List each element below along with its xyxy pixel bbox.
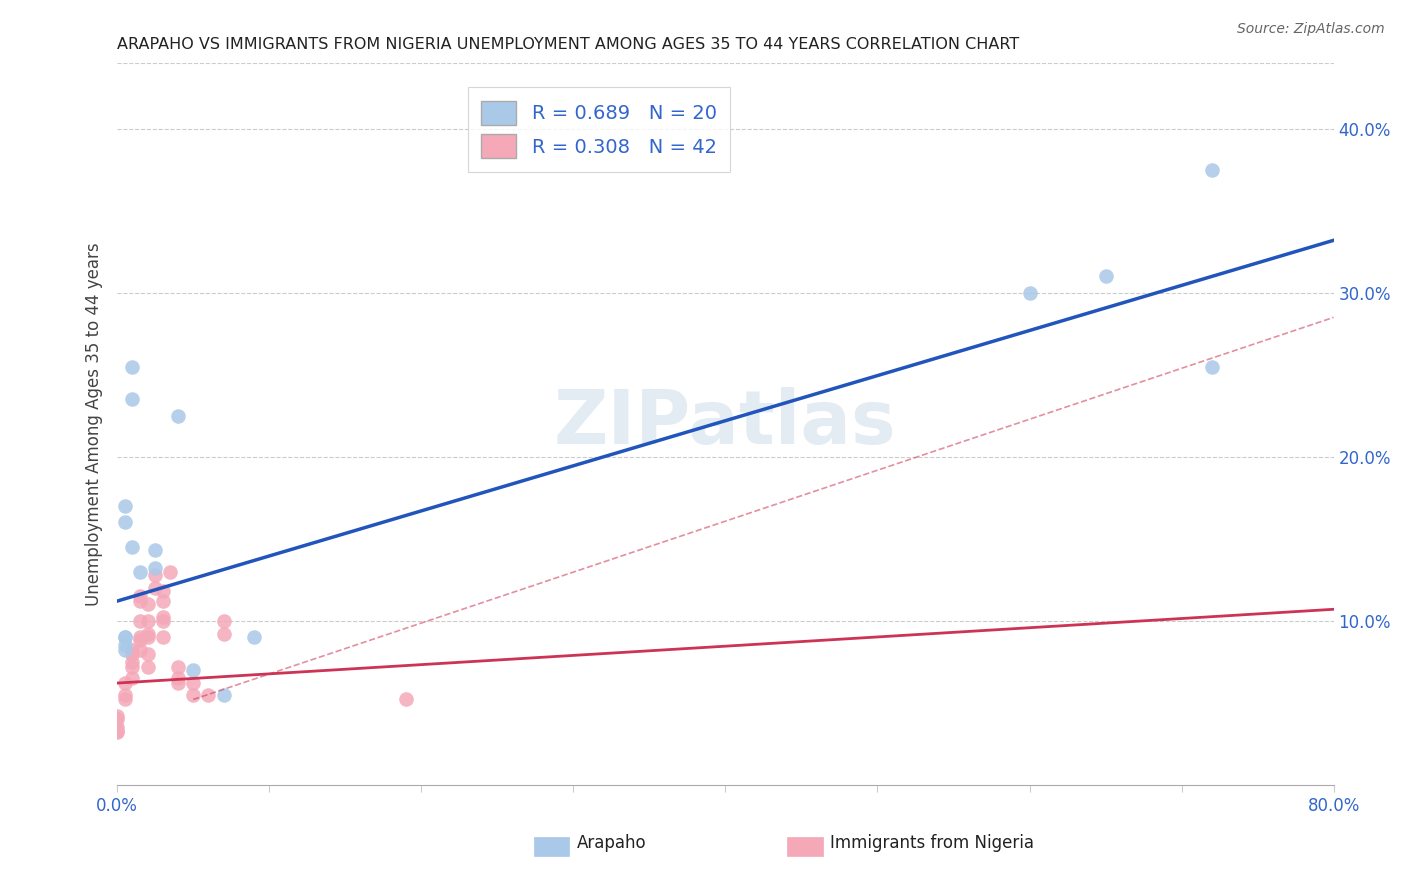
Point [121,643,143,657]
Point [121,655,143,669]
Point [152,630,174,644]
Point [121,359,143,374]
Point [395,692,418,706]
Point [1201,359,1223,374]
Legend: R = 0.689   N = 20, R = 0.308   N = 42: R = 0.689 N = 20, R = 0.308 N = 42 [468,87,730,172]
Point [197,688,219,702]
Point [152,594,174,608]
Point [121,671,143,685]
Point [136,598,159,612]
Point [121,392,143,407]
Point [121,540,143,554]
Point [143,567,166,582]
Text: Source: ZipAtlas.com: Source: ZipAtlas.com [1237,22,1385,37]
Point [143,581,166,595]
Point [212,688,235,702]
Text: ZIPatlas: ZIPatlas [554,387,897,460]
Point [152,614,174,628]
Point [105,712,128,726]
Point [114,630,136,644]
Point [114,643,136,657]
Text: Immigrants from Nigeria: Immigrants from Nigeria [830,834,1033,852]
Point [1018,285,1040,300]
Point [121,647,143,661]
Point [143,561,166,575]
Point [105,709,128,723]
Point [114,688,136,702]
Point [129,594,152,608]
Point [243,630,266,644]
Point [136,647,159,661]
Point [181,688,204,702]
Point [114,630,136,644]
Point [167,409,190,423]
Point [129,630,152,644]
Y-axis label: Unemployment Among Ages 35 to 44 years: Unemployment Among Ages 35 to 44 years [86,242,103,606]
Point [167,671,190,685]
Point [1094,269,1116,284]
Point [181,663,204,677]
Point [105,725,128,739]
Point [1201,162,1223,177]
Point [136,659,159,673]
Point [152,584,174,599]
Point [167,676,190,690]
Text: ARAPAHO VS IMMIGRANTS FROM NIGERIA UNEMPLOYMENT AMONG AGES 35 TO 44 YEARS CORREL: ARAPAHO VS IMMIGRANTS FROM NIGERIA UNEMP… [117,37,1019,53]
Point [159,565,181,579]
Point [136,630,159,644]
Point [114,676,136,690]
Point [136,627,159,641]
Point [105,720,128,734]
Point [114,499,136,513]
Point [152,610,174,624]
Point [167,659,190,673]
Point [129,643,152,657]
Point [114,638,136,652]
Point [181,676,204,690]
Point [129,589,152,603]
Point [129,633,152,648]
Point [114,692,136,706]
Point [129,614,152,628]
Point [129,565,152,579]
Point [121,659,143,673]
Text: Arapaho: Arapaho [576,834,647,852]
Point [105,723,128,738]
Point [212,627,235,641]
Point [136,614,159,628]
Point [143,543,166,558]
Point [114,516,136,530]
Point [212,614,235,628]
